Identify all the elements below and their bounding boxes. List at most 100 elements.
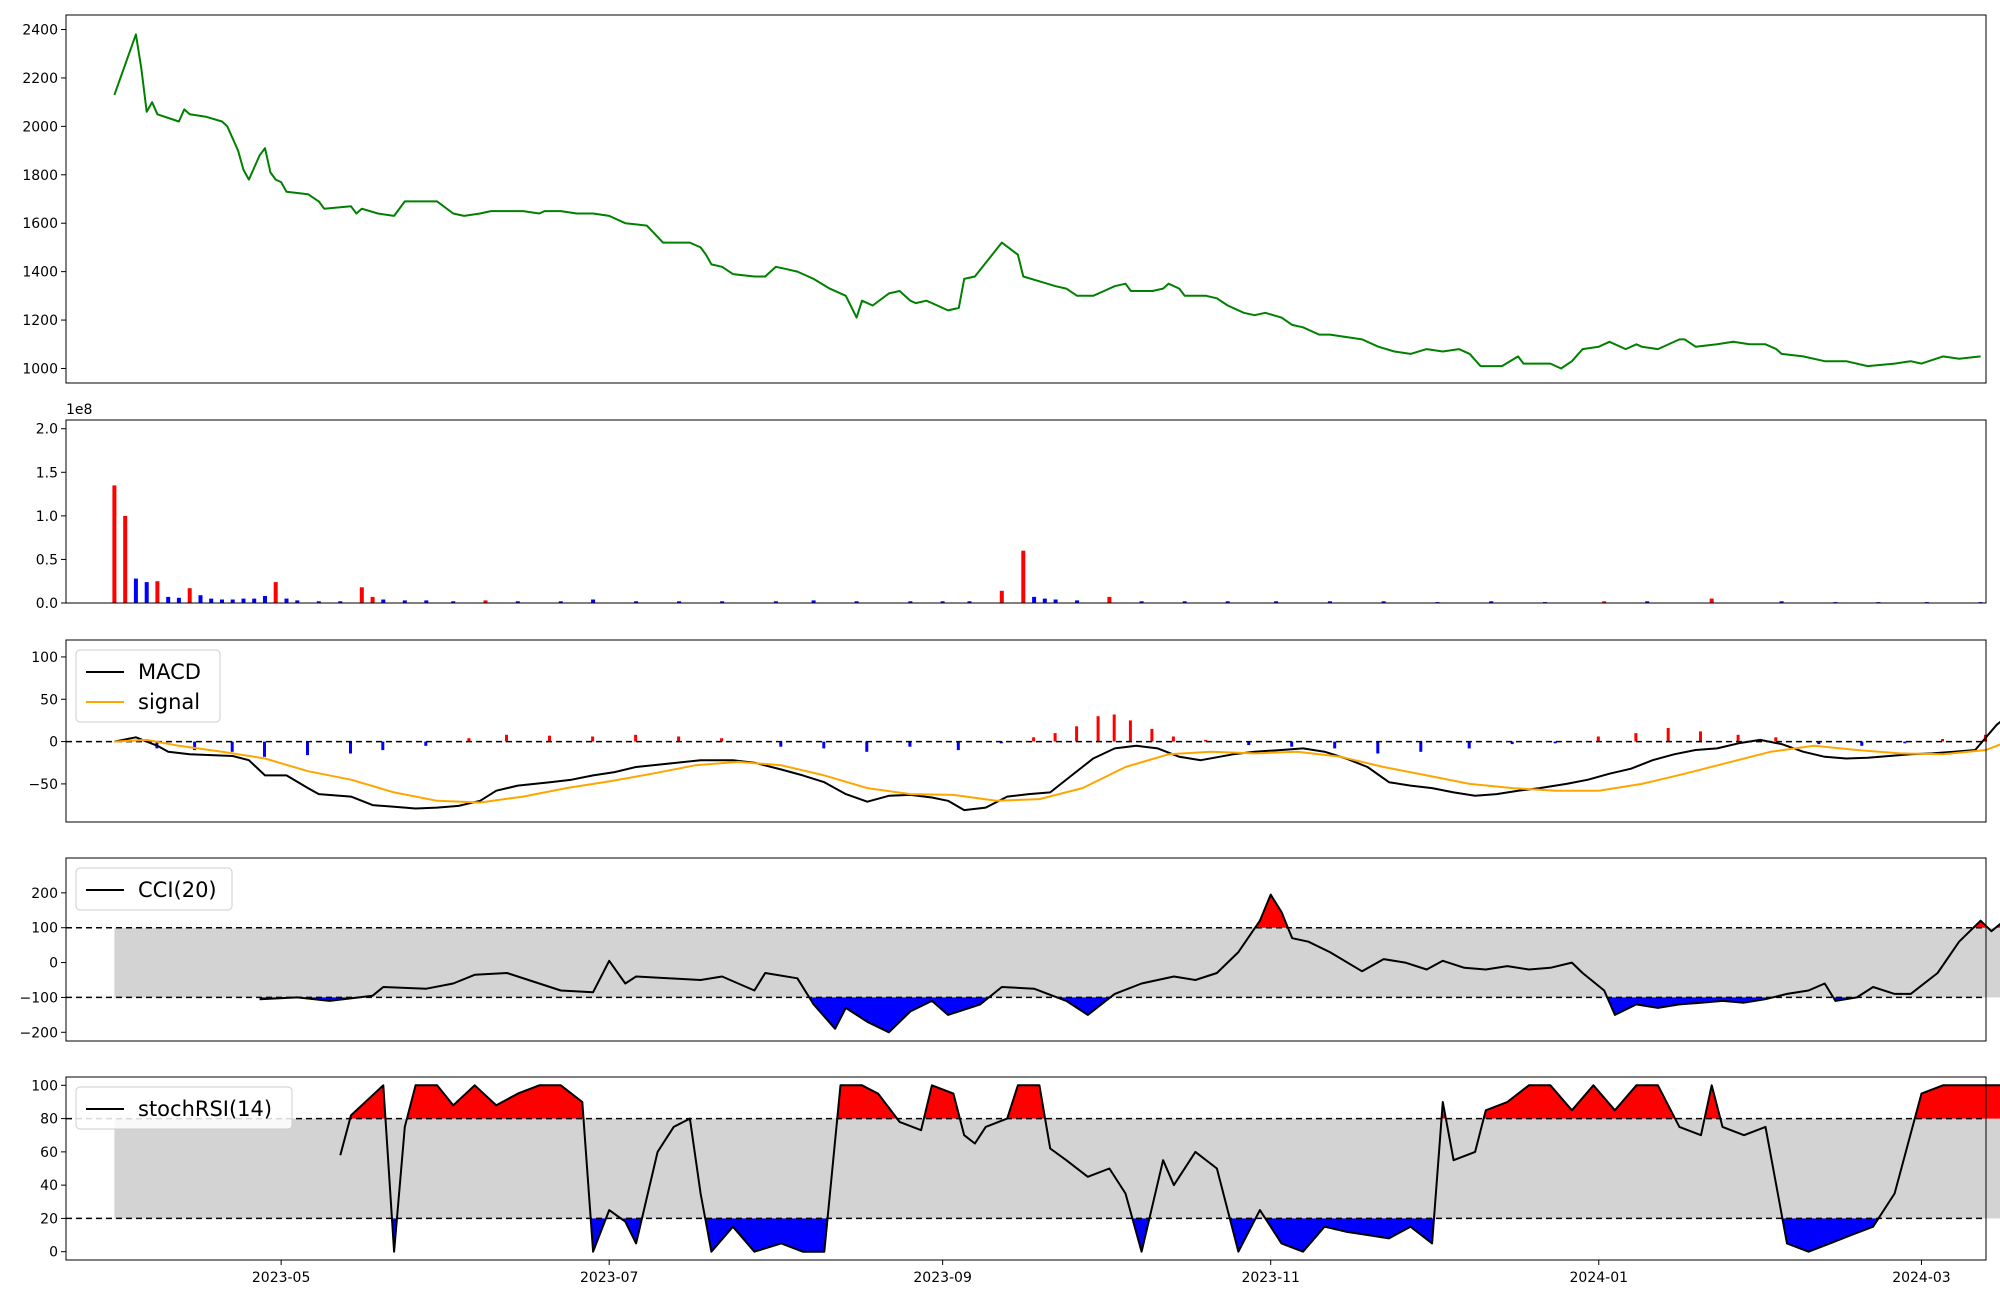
stochrsi-oversold-fill xyxy=(705,1218,828,1252)
macd-histogram-bar xyxy=(1467,741,1471,749)
volume-bar xyxy=(284,598,289,603)
cci-neutral-band xyxy=(114,927,2000,998)
volume-panel: 0.0 0.5 1.0 1.5 2.0 1e8 xyxy=(36,402,1987,612)
cci-oversold-fill xyxy=(1607,997,1773,1015)
price-panel: 1000 1200 1400 1600 1800 2000 2200 2400 xyxy=(22,14,1987,384)
stochrsi-ytick-label: 80 xyxy=(40,1112,58,1128)
macd-histogram-bar xyxy=(1096,716,1100,742)
macd-ytick-label: 100 xyxy=(31,650,58,666)
volume-bar xyxy=(133,578,138,603)
macd-ytick-label: 50 xyxy=(40,692,58,708)
macd-histogram-bar xyxy=(1774,737,1778,742)
cci-ytick-label: 0 xyxy=(49,956,58,972)
macd-histogram-bar xyxy=(306,741,309,756)
macd-histogram-bar xyxy=(1736,734,1740,742)
macd-histogram-bar xyxy=(505,734,508,742)
volume-frame xyxy=(65,419,1987,604)
stochrsi-legend-label: stochRSI(14) xyxy=(138,1097,272,1121)
volume-bar xyxy=(854,601,859,603)
stochrsi-ytick-label: 40 xyxy=(40,1178,58,1194)
volume-bar xyxy=(591,599,596,603)
cci-legend-label: CCI(20) xyxy=(138,878,217,902)
volume-bar xyxy=(940,601,945,603)
stochrsi-neutral-band xyxy=(114,1118,2000,1219)
stochrsi-overbought-fill xyxy=(1007,1085,1046,1119)
volume-bar xyxy=(263,596,267,603)
cci-frame xyxy=(65,857,1987,1042)
stochrsi-ytick-label: 20 xyxy=(40,1211,58,1227)
cci-oversold-fill xyxy=(1057,997,1111,1015)
volume-bar xyxy=(166,596,171,603)
volume-ytick-label: 2.0 xyxy=(36,422,58,438)
macd-histogram-bar xyxy=(908,741,912,747)
volume-bar xyxy=(451,601,456,603)
volume-bar xyxy=(220,599,224,603)
macd-histogram-bar xyxy=(1128,720,1132,742)
macd-ytick-label: −50 xyxy=(28,777,58,793)
volume-bar xyxy=(1709,598,1714,603)
volume-ytick-label: 0.5 xyxy=(36,552,58,568)
macd-histogram-bar xyxy=(822,741,826,749)
volume-bar xyxy=(144,582,149,603)
stochrsi-ytick-label: 100 xyxy=(31,1078,58,1094)
macd-series-macd xyxy=(114,720,2000,812)
x-tick-label: 2023-11 xyxy=(1241,1270,1300,1286)
x-tick-label: 2023-09 xyxy=(913,1270,972,1286)
macd-histogram-bar xyxy=(1941,739,1944,742)
macd-histogram-bar xyxy=(1150,728,1154,742)
volume-bar xyxy=(123,515,128,603)
price-ytick-label: 1000 xyxy=(22,361,58,377)
volume-bar xyxy=(483,600,488,603)
macd-ytick-label: 0 xyxy=(49,735,58,751)
macd-histogram-bar xyxy=(956,741,960,751)
volume-bar xyxy=(1602,601,1607,603)
stochrsi-oversold-fill xyxy=(1782,1218,1879,1252)
volume-bar xyxy=(295,600,300,603)
volume-bar xyxy=(155,581,160,603)
volume-bar xyxy=(720,601,725,603)
price-ytick-label: 2200 xyxy=(22,71,58,87)
volume-bar xyxy=(252,598,257,603)
volume-ytick-label: 0.0 xyxy=(36,596,58,612)
macd-histogram-bar xyxy=(1419,741,1423,752)
macd-panel: −50 0 50 100 MACD signal xyxy=(28,639,2000,823)
macd-histogram-bar xyxy=(1247,741,1251,745)
volume-bar xyxy=(316,601,321,603)
macd-histogram-bar xyxy=(1053,733,1057,742)
macd-frame xyxy=(65,639,1987,823)
stochrsi-oversold-fill xyxy=(1229,1218,1256,1252)
volume-bar xyxy=(187,588,192,603)
price-ytick-label: 1800 xyxy=(22,168,58,184)
volume-bar xyxy=(1053,599,1058,603)
volume-bar xyxy=(1489,601,1494,603)
volume-bar xyxy=(967,601,972,603)
x-tick-label: 2024-01 xyxy=(1570,1270,1629,1286)
volume-bar xyxy=(999,590,1004,603)
macd-legend-label: MACD xyxy=(138,660,201,684)
volume-ytick-label: 1.0 xyxy=(36,509,58,525)
price-ytick-label: 1400 xyxy=(22,265,58,281)
volume-bar xyxy=(370,596,375,603)
volume-bar xyxy=(1779,601,1784,603)
price-ytick-label: 1200 xyxy=(22,313,58,329)
macd-legend xyxy=(75,649,221,723)
stochrsi-overbought-fill xyxy=(350,1085,386,1119)
volume-bar xyxy=(273,582,278,603)
volume-bar xyxy=(1042,598,1047,603)
macd-histogram-bar xyxy=(1553,741,1557,744)
price-line xyxy=(113,33,1981,370)
volume-bar xyxy=(338,601,343,603)
stochrsi-oversold-fill xyxy=(1265,1218,1434,1252)
macd-legend-label: signal xyxy=(138,690,200,714)
macd-histogram-bar xyxy=(1596,736,1600,742)
volume-bar xyxy=(634,601,639,603)
volume-bar xyxy=(811,600,816,603)
cci-oversold-fill xyxy=(809,997,989,1033)
cci-panel: −200 −100 0 100 200 CCI(20) xyxy=(20,857,2000,1042)
volume-bar xyxy=(1225,601,1230,603)
price-frame xyxy=(65,14,1987,384)
stochrsi-overbought-fill xyxy=(407,1085,584,1119)
stochrsi-oversold-fill xyxy=(1132,1218,1150,1252)
